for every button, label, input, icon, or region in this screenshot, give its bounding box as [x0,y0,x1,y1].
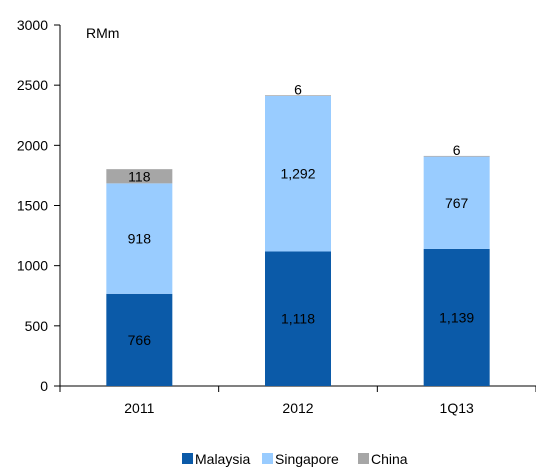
bar-segment-singapore [106,183,173,294]
x-tick-labels: 2011 2012 1Q13 [124,400,474,416]
x-tick-label: 2011 [124,400,154,416]
y-tick-label: 2000 [17,137,48,153]
y-tick-label: 1000 [17,258,48,274]
y-tick-label: 0 [40,378,48,394]
bar-segment-malaysia [265,251,331,386]
bar-segment-china [423,155,490,157]
unit-label: RMm [86,25,119,41]
data-label: 1,292 [280,166,315,182]
data-label: 6 [294,81,302,97]
data-label: 6 [453,142,461,158]
legend-item-china: China [358,451,408,467]
legend-label: Malaysia [195,451,250,467]
data-label: 1,118 [281,311,315,327]
y-ticks: 0 500 1000 1500 2000 2500 3000 [17,17,60,394]
data-label: 766 [128,332,152,348]
legend-swatch [262,453,273,464]
x-tick-label: 1Q13 [440,400,474,416]
legend-swatch [182,453,193,464]
bar-segment-singapore [265,95,331,252]
data-label: 918 [128,231,152,247]
legend-item-singapore: Singapore [262,451,339,467]
data-label: 767 [445,195,469,211]
x-tick-label: 2012 [282,400,313,416]
bar-segment-malaysia [423,248,490,386]
legend: Malaysia Singapore China [182,451,408,467]
y-tick-label: 500 [25,318,49,334]
bar-segment-china [106,169,173,184]
data-label: 1,139 [439,309,474,325]
legend-label: Singapore [275,451,339,467]
bars: 766 918 118 1,118 1,292 6 1,139 767 6 [106,81,490,386]
y-tick-label: 2500 [17,77,48,93]
legend-label: China [371,451,408,467]
bar-segment-malaysia [106,293,173,386]
y-tick-label: 3000 [17,17,48,33]
data-label: 118 [128,168,151,184]
bar-segment-singapore [423,156,490,249]
y-tick-label: 1500 [17,198,48,214]
bar-segment-china [265,95,331,96]
legend-item-malaysia: Malaysia [182,451,250,467]
legend-swatch [358,453,369,464]
